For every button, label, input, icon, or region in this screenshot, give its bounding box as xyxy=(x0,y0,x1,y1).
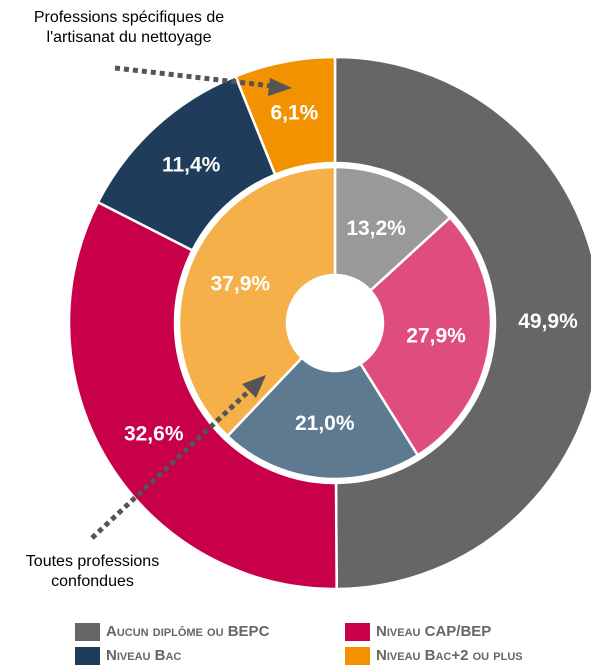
slice xyxy=(358,215,493,457)
slice xyxy=(177,165,337,438)
data-label: 27,9% xyxy=(406,324,466,347)
outer-ring-label: Professions spécifiques de l'artisanat d… xyxy=(33,9,225,46)
legend-swatch xyxy=(345,623,370,641)
slice xyxy=(225,356,420,481)
arrow-head xyxy=(268,78,292,96)
data-label: 49,9% xyxy=(518,310,578,333)
legend-swatch xyxy=(345,647,370,665)
slice xyxy=(333,165,452,293)
data-label: 37,9% xyxy=(211,273,271,296)
annotation-arrows xyxy=(90,65,292,540)
legend-label: Niveau Bac+2 ou plus xyxy=(376,647,523,664)
arrow-head xyxy=(242,375,266,398)
arrow xyxy=(90,388,252,540)
legend-swatch xyxy=(75,623,100,641)
inner-ring-label: Toutes professions confondues xyxy=(25,553,160,590)
slice xyxy=(67,200,338,591)
legend-label: Niveau Bac xyxy=(106,647,181,664)
data-label: 11,4% xyxy=(162,153,221,176)
legend-swatch xyxy=(75,647,100,665)
legend-label: Aucun diplôme ou BEPC xyxy=(106,623,270,640)
data-label: 32,6% xyxy=(124,422,184,445)
slice xyxy=(333,55,591,591)
data-label: 21,0% xyxy=(295,412,355,435)
data-label: 13,2% xyxy=(346,217,406,240)
legend-label: Niveau CAP/BEP xyxy=(376,623,491,640)
data-label: 6,1% xyxy=(270,101,318,124)
